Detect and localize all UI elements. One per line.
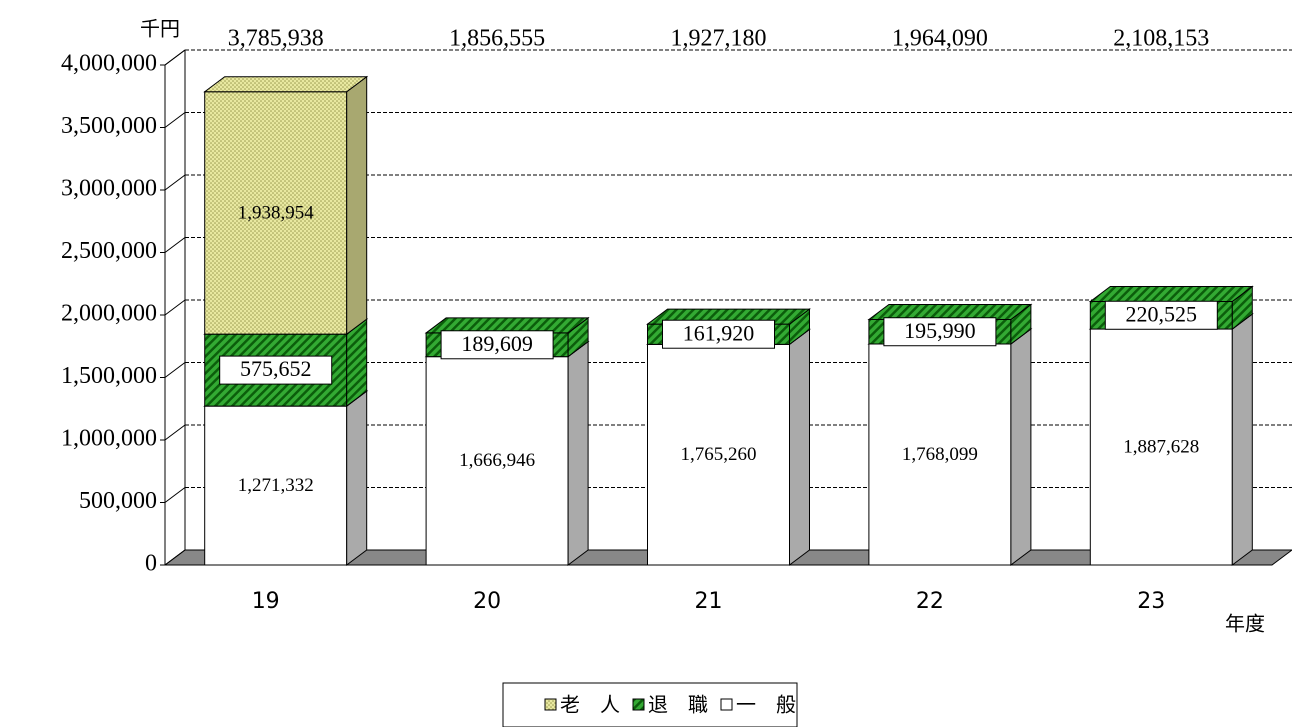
y-tick-label: 500,000 [79, 488, 157, 514]
legend-swatch [544, 698, 557, 711]
legend-label: 退 職 [648, 693, 708, 717]
tick-diag [164, 174, 186, 191]
data-label: 1,271,332 [238, 475, 314, 496]
total-label: 1,927,180 [671, 26, 767, 52]
total-label: 1,964,090 [892, 26, 988, 52]
bar-side [1010, 327, 1032, 566]
tick-diag [164, 487, 186, 503]
x-axis-label: 年度 [1225, 612, 1265, 636]
legend-label: 老 人 [560, 693, 620, 717]
data-label: 220,525 [1126, 301, 1198, 326]
bar-side [346, 75, 368, 336]
label-box [1104, 300, 1218, 330]
bar-segment [204, 91, 348, 335]
y-tick-label: 0 [145, 551, 157, 577]
tick-diag [164, 49, 186, 66]
legend-swatch [632, 698, 645, 711]
tick-diag [164, 299, 186, 316]
tick-diag [164, 549, 186, 566]
bar-side [1231, 313, 1253, 566]
y-tick-label: 3,000,000 [61, 176, 157, 202]
bar-segment [425, 356, 569, 566]
x-tick-label: 22 [916, 589, 944, 614]
data-label: 161,920 [683, 320, 755, 345]
data-label: 189,609 [461, 331, 533, 356]
tick-diag [164, 362, 186, 378]
tick-diag [164, 424, 186, 441]
data-label: 1,887,628 [1123, 436, 1199, 457]
label-box [662, 319, 775, 349]
bar-side [567, 340, 589, 566]
x-tick-label: 21 [695, 589, 723, 614]
x-tick-label: 20 [473, 589, 501, 614]
data-label: 1,938,954 [238, 202, 315, 223]
tick-diag [164, 237, 186, 253]
label-box [883, 317, 997, 347]
y-tick-label: 2,000,000 [61, 301, 157, 327]
label-box [219, 355, 333, 385]
bar-top [203, 76, 369, 93]
total-label: 2,108,153 [1113, 26, 1209, 52]
y-tick-label: 2,500,000 [61, 238, 157, 264]
x-tick-label: 23 [1137, 589, 1165, 614]
bar-side [346, 390, 368, 566]
bar-segment [204, 405, 348, 566]
y-tick-label: 1,500,000 [61, 363, 157, 389]
bar-top [1088, 285, 1254, 302]
legend-label: 一 般 [736, 693, 796, 717]
legend-swatch [720, 698, 733, 711]
bar-segment [868, 343, 1012, 566]
data-label: 1,666,946 [459, 450, 535, 471]
data-label: 1,768,099 [902, 444, 978, 465]
y-axis-label: 千円 [140, 17, 180, 41]
y-tick-label: 3,500,000 [61, 113, 157, 139]
y-tick-label: 1,000,000 [61, 426, 157, 452]
data-label: 195,990 [904, 318, 976, 343]
data-label: 1,765,260 [681, 444, 757, 465]
data-label: 575,652 [240, 356, 312, 381]
total-label: 1,856,555 [449, 26, 545, 52]
tick-diag [164, 112, 186, 128]
bar-side [789, 328, 810, 566]
label-box [440, 330, 554, 360]
bar-segment [1089, 328, 1233, 566]
x-tick-label: 19 [252, 589, 280, 614]
total-label: 3,785,938 [228, 26, 324, 52]
y-tick-label: 4,000,000 [61, 51, 157, 77]
